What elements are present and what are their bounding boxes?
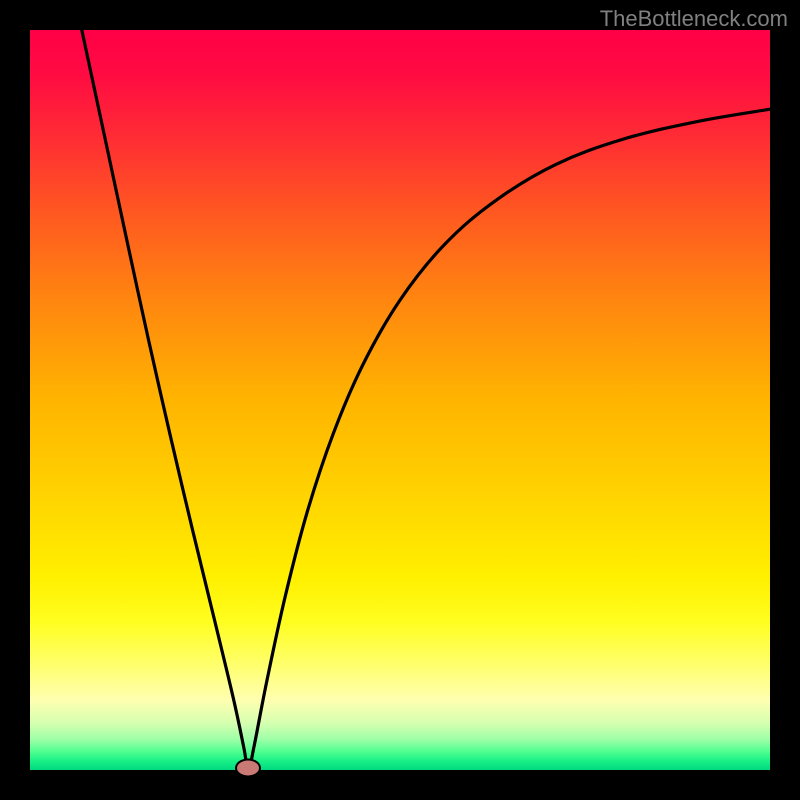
plot-area <box>30 30 770 770</box>
curve-svg <box>30 30 770 770</box>
bottleneck-curve <box>82 30 770 770</box>
minimum-marker <box>235 758 261 777</box>
chart-root: TheBottleneck.com <box>0 0 800 800</box>
watermark-text: TheBottleneck.com <box>600 6 788 32</box>
